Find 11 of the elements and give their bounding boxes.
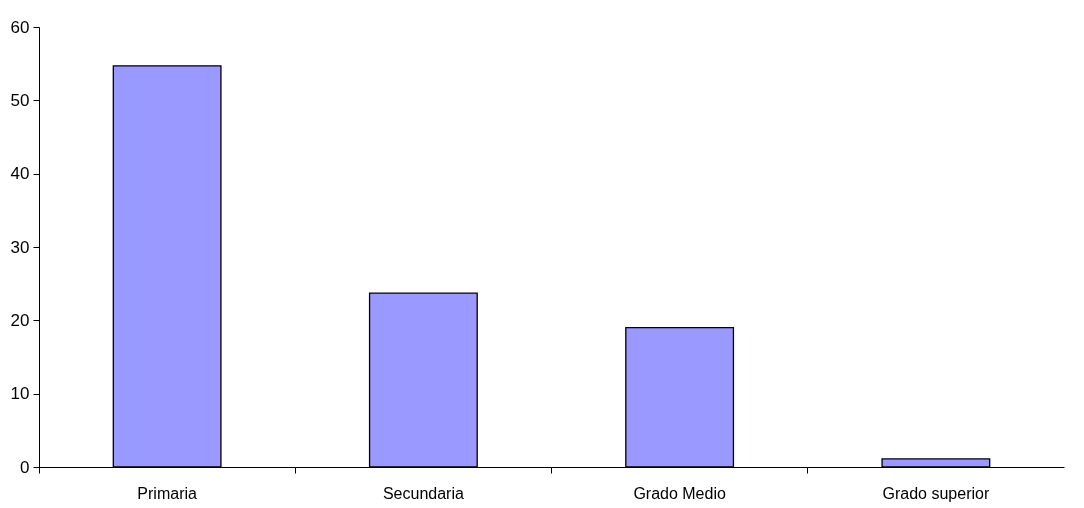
x-tick-label: Primaria [137, 484, 198, 502]
y-tick-label: 60 [10, 17, 30, 37]
y-tick-label: 30 [10, 237, 30, 257]
y-tick-label: 20 [10, 310, 30, 330]
x-tick-label: Grado superior [882, 484, 990, 502]
y-tick-label: 50 [10, 90, 30, 110]
y-tick-label: 40 [10, 164, 30, 184]
x-tick-label: Grado Medio [633, 484, 726, 502]
y-tick-label: 0 [20, 457, 30, 477]
x-tick-label: Secundaria [382, 484, 464, 502]
y-tick-label: 10 [10, 384, 30, 404]
